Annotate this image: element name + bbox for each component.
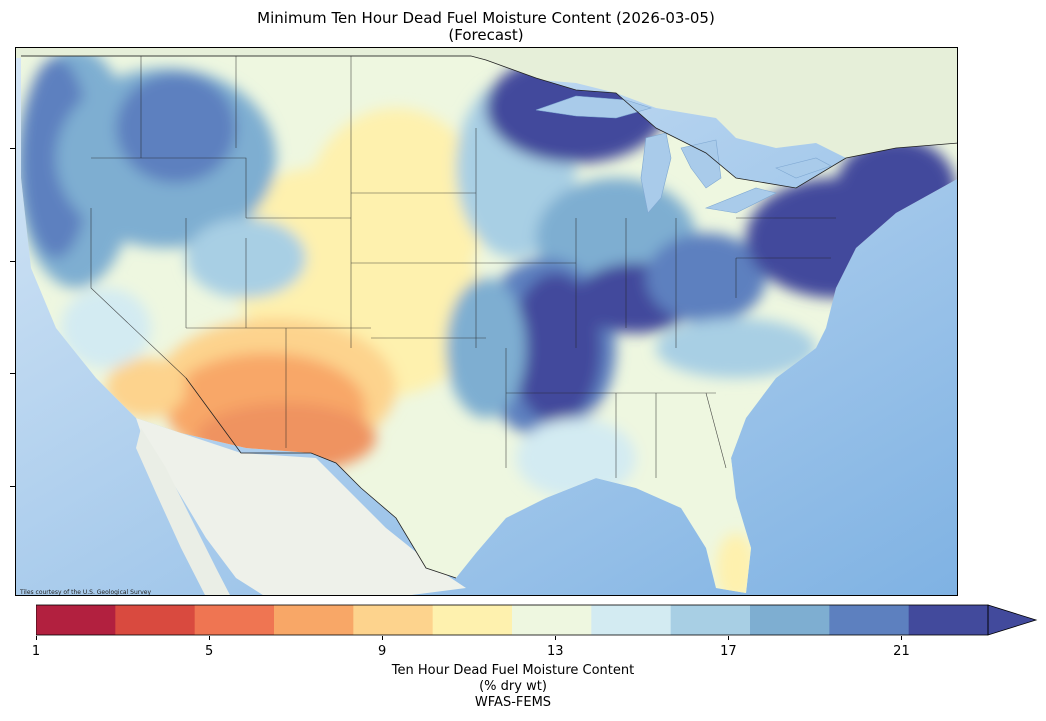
state-borders	[21, 55, 836, 478]
colorbar-segment	[353, 605, 434, 635]
colorbar-tick-label: 17	[720, 644, 737, 659]
colorbar-label-line-2: (% dry wt)	[479, 679, 547, 694]
colorbar-tick	[209, 636, 211, 640]
great-lakes	[535, 95, 832, 214]
mexico-land	[136, 418, 466, 595]
colorbar-label-line-3: WFAS-FEMS	[474, 695, 552, 710]
y-axis-tick	[10, 486, 15, 487]
y-axis-tick	[10, 148, 15, 149]
colorbar-segment	[591, 605, 672, 635]
colorbar-segment	[432, 605, 513, 635]
colorbar-tick-label: 9	[378, 644, 387, 659]
colorbar	[35, 604, 1038, 642]
y-axis-tick	[10, 373, 15, 374]
colorbar-tick	[555, 636, 557, 640]
baja-land	[136, 428, 230, 595]
colorbar-tick-label: 5	[204, 644, 214, 659]
colorbar-tick	[382, 636, 384, 640]
colorbar-label-line-1: Ten Hour Dead Fuel Moisture Content	[391, 663, 635, 678]
colorbar-tick-label: 1	[31, 644, 41, 659]
y-axis-tick	[10, 261, 15, 262]
colorbar-tick-label: 13	[546, 644, 564, 659]
colorbar-segment	[512, 605, 592, 635]
canada-land	[16, 48, 957, 168]
colorbar-segment	[115, 605, 196, 635]
colorbar-outline	[35, 604, 989, 636]
title-line-1: Minimum Ten Hour Dead Fuel Moisture Cont…	[257, 9, 715, 27]
colorbar-tick	[36, 636, 37, 640]
colorbar-ramp	[35, 604, 1038, 636]
colorbar-segment	[36, 605, 116, 635]
us-border	[21, 55, 957, 579]
map-panel[interactable]: Tiles courtesy of the U.S. Geological Su…	[15, 47, 958, 596]
title-line-2: (Forecast)	[448, 26, 524, 44]
colorbar-extend-arrow	[987, 604, 1038, 636]
colorbar-segment	[908, 605, 989, 635]
colorbar-segment	[829, 605, 910, 635]
colorbar-tick	[901, 636, 903, 640]
colorbar-segment	[670, 605, 751, 635]
colorbar-segment	[194, 605, 275, 635]
colorbar-tick	[728, 636, 730, 640]
map-attribution: Tiles courtesy of the U.S. Geological Su…	[19, 589, 151, 596]
colorbar-segment	[274, 605, 354, 635]
colorbar-segment	[750, 605, 830, 635]
colorbar-tick-label: 21	[893, 644, 910, 659]
fuel-moisture-map: Tiles courtesy of the U.S. Geological Su…	[16, 48, 957, 596]
